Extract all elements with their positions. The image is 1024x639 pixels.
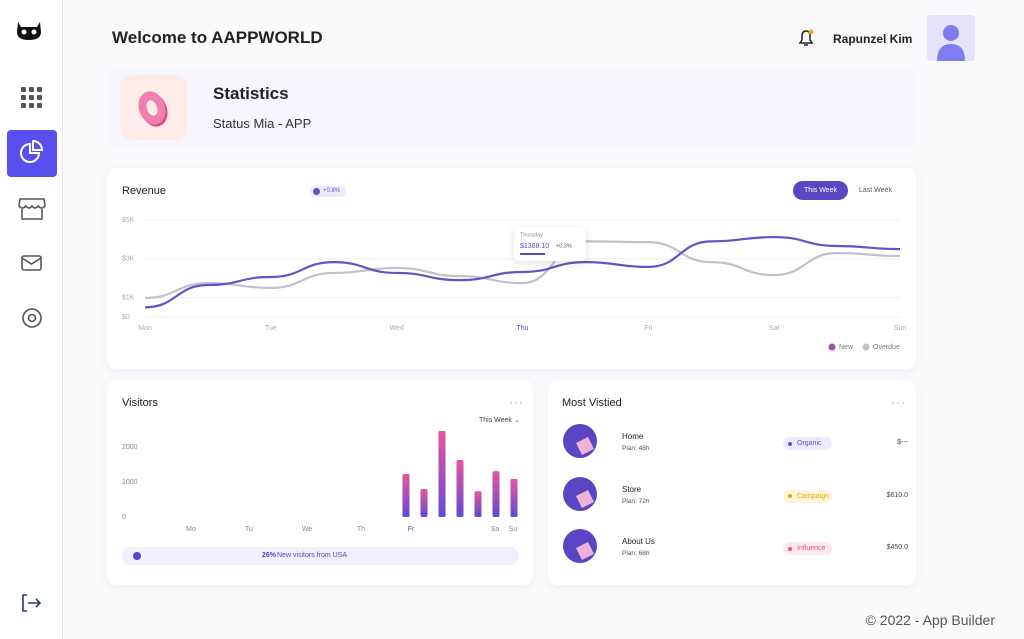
this-week-button[interactable]: This Week [793, 181, 848, 200]
statistics-subtitle: Status Mia - APP [213, 116, 312, 131]
dropdown-caret[interactable]: ⌄ [514, 417, 520, 424]
settings-icon[interactable] [22, 308, 42, 328]
bell-icon[interactable] [795, 27, 817, 49]
page-plan: Plan: 68h [622, 550, 650, 557]
note-text: New visitors from USA [277, 552, 348, 559]
store-icon[interactable] [18, 198, 46, 220]
avatar[interactable] [927, 15, 975, 61]
visitors-note: 26% New visitors from USA [122, 547, 519, 565]
note-value: 26% [262, 552, 277, 559]
page-name: About Us [622, 537, 655, 546]
page-icon [563, 424, 597, 458]
sidebar [0, 0, 63, 639]
page-amount: $610.0 [886, 491, 908, 499]
revenue-badge-text: +0.8% [323, 188, 341, 194]
logo [17, 22, 41, 40]
revenue-card [107, 168, 916, 369]
statistics-icon [120, 75, 187, 140]
page-tag: Organic [783, 437, 832, 450]
page-icon [563, 476, 597, 511]
revenue-badge: +0.8% [310, 186, 346, 197]
logout-icon[interactable] [22, 594, 42, 612]
page-plan: Plan: 48h [622, 445, 650, 452]
user-name[interactable]: Rapunzel Kim [833, 32, 913, 46]
page-amount: $--- [897, 439, 908, 446]
page-title: Welcome to AAPPWORLD [112, 28, 323, 47]
visitors-menu[interactable]: ··· [509, 395, 524, 409]
footer: © 2022 - App Builder [865, 612, 995, 628]
most-visited-title: Most Vistied [562, 397, 622, 409]
page-amount: $450.0 [886, 544, 908, 551]
page-icon [563, 529, 597, 563]
visitors-period[interactable]: This Week [479, 417, 512, 424]
most-visited-card [548, 380, 916, 585]
mail-icon[interactable] [21, 255, 42, 271]
page-name: Home [622, 432, 644, 441]
apps-icon[interactable] [21, 87, 42, 108]
statistics-card [107, 68, 916, 147]
statistics-title: Statistics [213, 84, 289, 103]
most-visited-menu[interactable]: ··· [891, 395, 906, 409]
revenue-title: Revenue [122, 185, 167, 197]
stats-icon [20, 139, 44, 163]
sidebar-icons [7, 22, 57, 612]
page-tag: Influence [783, 542, 832, 555]
page-name: Store [622, 484, 642, 494]
last-week-button[interactable]: Last Week [859, 187, 892, 194]
page-plan: Plan: 72h [622, 497, 650, 505]
page-tag: Campaign [783, 489, 832, 503]
visitors-title: Visitors [122, 397, 158, 409]
